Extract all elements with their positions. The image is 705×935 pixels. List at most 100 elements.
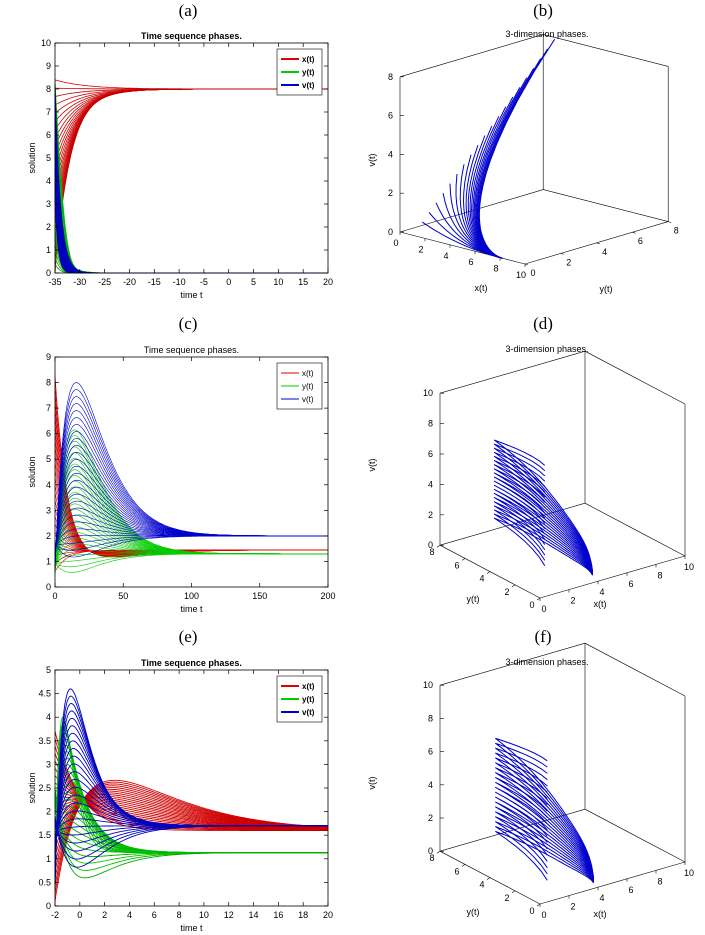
x-tick-label: 8	[493, 264, 498, 274]
y-tick-label: 2	[566, 257, 571, 267]
y-tick-label: 4.5	[38, 689, 51, 699]
y-tick-label: 2	[46, 807, 51, 817]
z-tick-label: 0	[388, 227, 393, 237]
y-tick-label: 4	[46, 712, 51, 722]
z-tick-label: 4	[428, 479, 433, 489]
x-tick-label: 2	[570, 596, 575, 606]
z-tick-label: 10	[423, 680, 433, 690]
chart-title: 3-dimension phases.	[505, 29, 588, 39]
y-tick	[560, 253, 564, 255]
y-tick-label: 2	[46, 531, 51, 541]
legend: x(t) y(t) v(t)	[276, 48, 323, 96]
trajectory-19	[421, 221, 503, 259]
y-tick-label: 1.5	[38, 830, 51, 840]
box-edge	[543, 189, 669, 222]
x-tick-label: 0	[226, 277, 231, 287]
x-tick-label: 20	[323, 277, 333, 287]
trajectory-yt-25	[54, 553, 328, 573]
panel-label-a: (a)	[179, 1, 198, 20]
trajectory-19	[495, 831, 594, 884]
z-tick-label: 6	[428, 449, 433, 459]
y-axis-label: y(t)	[467, 907, 480, 917]
z-axis-label: v(t)	[367, 154, 377, 167]
y-tick-label: 10	[41, 38, 51, 48]
y-tick	[596, 242, 600, 245]
legend: x(t) y(t) v(t)	[276, 362, 323, 410]
y-tick-label: 4	[479, 574, 484, 584]
x-tick-label: -25	[98, 277, 111, 287]
x-tick-label: 4	[127, 910, 132, 920]
y-tick-label: 0	[529, 600, 534, 610]
panel-label-d: (d)	[533, 314, 553, 333]
x-tick-label: 50	[118, 591, 128, 601]
box-edge	[399, 231, 526, 265]
x-axis-label: x(t)	[475, 283, 488, 293]
box-edge	[439, 642, 586, 686]
z-tick-label: 2	[388, 188, 393, 198]
box-edge	[543, 34, 669, 67]
y-tick-label: 7	[46, 403, 51, 413]
panel-label-e: (e)	[179, 627, 198, 646]
x-tick-label: 5	[251, 277, 256, 287]
trajectory-19	[493, 517, 593, 576]
y-tick	[632, 231, 636, 234]
x-tick-label: 10	[684, 562, 694, 572]
box-edge	[584, 502, 686, 557]
x-tick-label: 12	[224, 910, 234, 920]
y-tick-label: 6	[46, 130, 51, 140]
y-tick-label: 4	[46, 480, 51, 490]
y-tick-label: 6	[454, 560, 459, 570]
trajectory-vt-25	[54, 535, 328, 558]
y-tick-label: 1	[46, 556, 51, 566]
z-tick-label: 0	[428, 846, 433, 856]
z-tick-label: 8	[428, 419, 433, 429]
y-tick-label: 4	[602, 247, 607, 257]
y-tick-label: 6	[638, 236, 643, 246]
chart-title: 3-dimension phases.	[505, 344, 588, 354]
series-curves	[54, 374, 328, 575]
y-tick-label: 7	[46, 107, 51, 117]
x-tick-label: 8	[657, 570, 662, 580]
x-tick-label: -2	[51, 910, 59, 920]
x-tick-label: 10	[273, 277, 283, 287]
z-tick-label: 10	[423, 388, 433, 398]
y-tick-label: 0.5	[38, 877, 51, 887]
x-tick-label: 10	[516, 270, 526, 280]
trajectory-vt-23	[54, 816, 328, 868]
x-tick-label: 6	[152, 910, 157, 920]
y-tick-label: 9	[46, 61, 51, 71]
y-tick-label: 1	[46, 854, 51, 864]
x-tick-label: 20	[323, 910, 333, 920]
trajectory-5	[474, 87, 521, 259]
x-axis-label: x(t)	[594, 599, 607, 609]
chart-title: Time sequence phases.	[141, 658, 242, 668]
trajectory-2	[495, 747, 594, 880]
z-tick-label: 6	[388, 111, 393, 121]
y-tick	[436, 850, 441, 854]
y-tick-label: 0	[46, 901, 51, 911]
x-tick-label: 2	[418, 244, 423, 254]
y-tick-label: 2	[46, 222, 51, 232]
x-tick-label: 16	[273, 910, 283, 920]
x-tick-label: -10	[173, 277, 186, 287]
y-axis-label: solution	[27, 142, 37, 173]
x-tick-label: 150	[252, 591, 267, 601]
y-tick	[486, 571, 491, 574]
trajectory-yt-23	[54, 787, 328, 879]
x-tick-label: 10	[199, 910, 209, 920]
x-axis-label: x(t)	[594, 909, 607, 919]
y-tick-label: 2	[504, 893, 509, 903]
y-tick-label: 3	[46, 759, 51, 769]
z-tick-label: 6	[428, 747, 433, 757]
series-curves	[54, 688, 329, 902]
y-tick-label: 2.5	[38, 783, 51, 793]
y-tick	[668, 221, 672, 223]
x-tick-label: 2	[570, 902, 575, 912]
panel-label-b: (b)	[533, 1, 553, 20]
series-vt	[54, 688, 328, 888]
y-tick-label: 3	[46, 505, 51, 515]
trajectories	[421, 39, 556, 259]
y-tick	[511, 584, 516, 588]
y-tick-label: 3	[46, 199, 51, 209]
